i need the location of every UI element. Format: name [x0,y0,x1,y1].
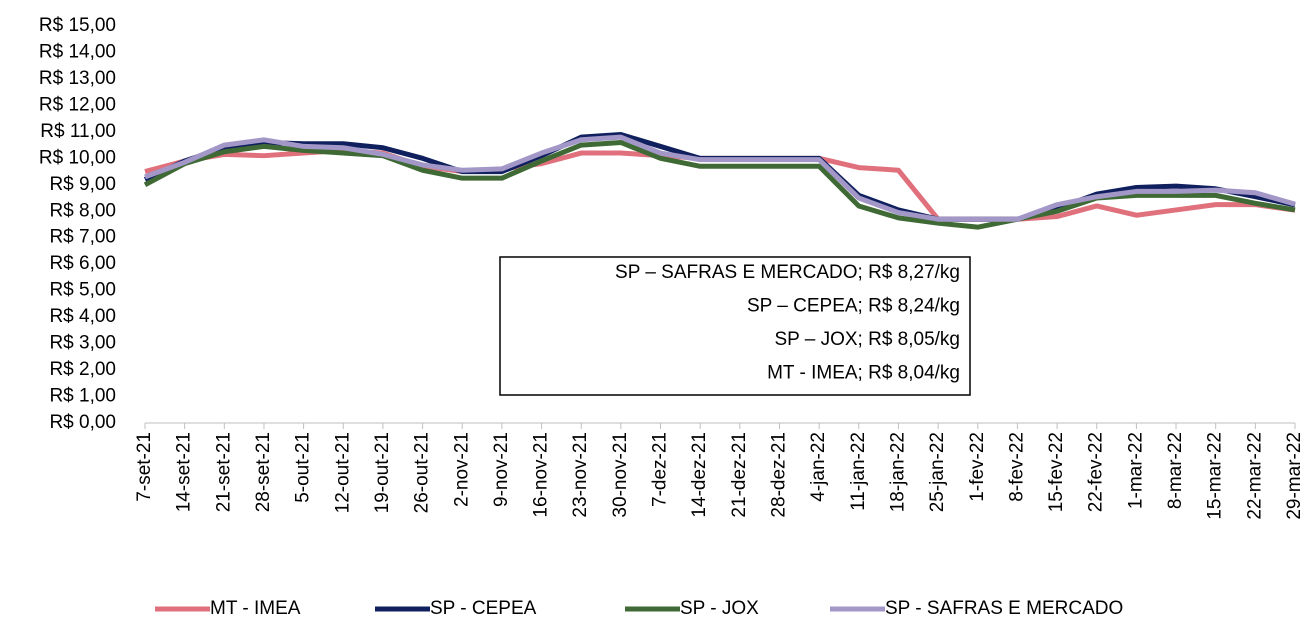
x-tick-label: 14-set-21 [174,432,195,512]
y-tick-label: R$ 7,00 [49,227,116,248]
x-tick-label: 16-nov-21 [531,432,552,518]
y-tick-label: R$ 0,00 [49,412,116,433]
legend-label: SP - SAFRAS E MERCADO [885,598,1123,619]
y-tick-label: R$ 10,00 [39,147,116,168]
x-tick-label: 11-jan-22 [848,432,869,511]
y-tick-label: R$ 11,00 [40,121,116,142]
x-tick-label: 12-out-21 [332,432,353,513]
y-tick-label: R$ 2,00 [49,359,116,380]
y-tick-label: R$ 14,00 [39,41,116,62]
annotation: SP – JOX; R$ 8,05/kg [774,329,960,350]
x-tick-label: 19-out-21 [372,432,393,513]
x-tick-label: 25-jan-22 [927,432,948,512]
x-tick-label: 8-fev-22 [1006,432,1027,502]
y-tick-label: R$ 9,00 [49,174,116,195]
x-tick-label: 9-nov-21 [491,432,512,507]
x-tick-label: 21-set-21 [213,432,234,512]
x-tick-label: 15-mar-22 [1205,432,1226,520]
x-tick-label: 22-mar-22 [1244,432,1265,520]
legend-label: SP - JOX [680,598,759,619]
x-tick-label: 28-dez-21 [768,432,789,518]
x-tick-label: 30-nov-21 [610,432,631,518]
x-tick-label: 26-out-21 [412,432,433,513]
annotation-box [499,256,971,396]
legend-label: SP - CEPEA [430,598,537,619]
y-tick-label: R$ 5,00 [49,280,116,301]
x-tick-label: 23-nov-21 [570,432,591,518]
y-tick-label: R$ 4,00 [49,306,116,327]
x-tick-label: 14-dez-21 [689,432,710,518]
x-tick-label: 28-set-21 [253,432,274,512]
y-tick-label: R$ 12,00 [39,94,116,115]
x-tick-label: 4-jan-22 [808,432,829,502]
x-tick-label: 22-fev-22 [1086,432,1107,512]
series-line [144,134,1296,222]
y-tick-label: R$ 3,00 [49,333,116,354]
legend-label: MT - IMEA [210,598,301,619]
annotation: SP – CEPEA; R$ 8,24/kg [747,296,960,317]
x-tick-label: 7-dez-21 [650,432,671,507]
y-tick-label: R$ 13,00 [39,68,116,89]
y-tick-label: R$ 6,00 [49,253,116,274]
annotation: MT - IMEA; R$ 8,04/kg [767,363,960,384]
x-tick-label: 1-fev-22 [967,432,988,502]
x-tick-label: 8-mar-22 [1165,432,1186,509]
x-tick-label: 18-jan-22 [887,432,908,512]
annotation: SP – SAFRAS E MERCADO; R$ 8,27/kg [615,262,960,283]
y-tick-label: R$ 15,00 [39,15,116,36]
x-tick-label: 1-mar-22 [1125,432,1146,509]
x-tick-label: 7-set-21 [134,432,155,502]
x-tick-label: 21-dez-21 [729,432,750,518]
x-tick-label: 2-nov-21 [451,432,472,507]
x-tick-label: 29-mar-22 [1284,432,1305,520]
y-tick-label: R$ 1,00 [49,386,116,407]
y-tick-label: R$ 8,00 [49,200,116,221]
x-tick-label: 5-out-21 [293,432,314,503]
x-tick-label: 15-fev-22 [1046,432,1067,512]
